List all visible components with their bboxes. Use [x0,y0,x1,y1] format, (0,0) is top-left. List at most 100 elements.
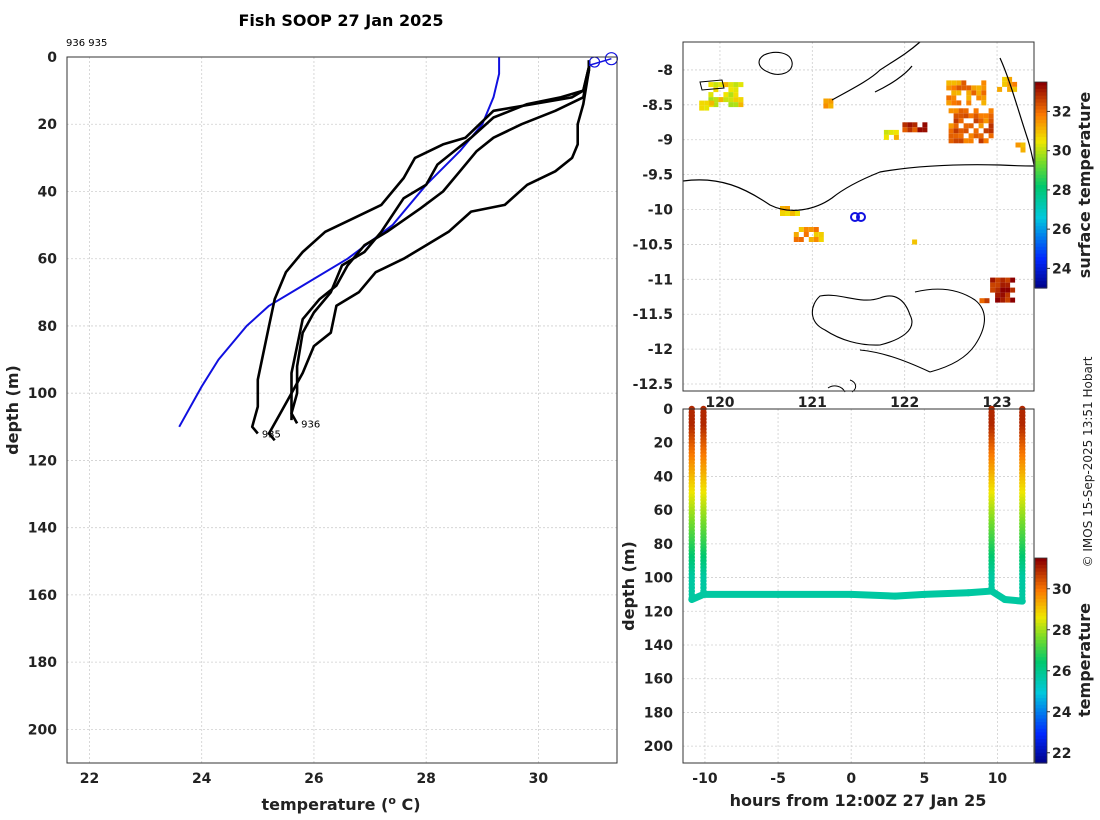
colorbar-tick-label: 28 [1052,623,1071,639]
y-tick-label: 20 [38,117,58,133]
y-tick-label: 120 [28,453,57,469]
sst-cell [983,128,989,134]
y-tick-label: 120 [644,604,673,620]
sst-cell [728,92,734,98]
sst-map: 120 121 122 123-8-8.5-9-9.5-10-10.5-11-11.5… [633,41,1094,411]
map-frame [682,41,1035,392]
sst-cell [963,108,969,114]
colorbar-tick-label: 24 [1052,261,1072,277]
sst-cell [808,227,814,232]
sst-cell [1005,282,1011,288]
sst-cell [988,118,994,124]
sst-cell [973,113,979,119]
sst-cell [981,95,987,101]
sst-cell [883,129,889,135]
plot-frame [682,408,1035,764]
x-tick-label: 26 [304,771,323,787]
sst-cell [818,232,824,237]
x-tick-label: -10 [692,771,718,787]
x-tick-label: 10 [988,771,1008,787]
y-tick-label: 180 [28,655,57,671]
y-tick-label: 200 [28,722,57,738]
sst-cell [733,82,739,88]
sst-cell [709,100,715,106]
sst-cell [1010,297,1016,303]
sst-cell [713,87,719,93]
y-tick-label: -9.5 [642,168,673,184]
y-tick-label: 160 [644,672,673,688]
x-tick-label: 5 [919,771,929,787]
sst-cell [813,232,819,237]
sst-cell [988,113,994,119]
y-tick-label: 200 [644,739,673,755]
sst-cell [983,118,989,124]
sst-cell [966,95,972,101]
sst-cell [948,123,954,129]
sst-cell [958,133,964,139]
sst-cell [1015,142,1021,148]
y-tick-label: -9 [657,133,673,149]
sst-cell [990,277,996,283]
sst-cell [1007,76,1013,82]
sst-cell [978,133,984,139]
y-axis-label: depth (m) [619,541,638,631]
colorbar-label: temperature [1075,603,1094,717]
sst-cell [961,80,967,86]
x-axis-label: hours from 12:00Z 27 Jan 25 [730,791,987,810]
y-tick-label: 0 [47,50,57,66]
sst-cell [1005,297,1011,303]
sst-cell [708,82,714,88]
y-tick-label: -8 [657,63,673,79]
sst-cell [966,100,972,106]
credit-text: © IMOS 15-Sep-2025 13:51 Hobart [1081,356,1095,567]
sst-cell [723,97,729,103]
sst-cell [948,133,954,139]
sst-cell [948,108,954,114]
bottom-track-segment [964,587,996,597]
sst-cell [990,287,996,293]
sst-cell [968,123,974,129]
sst-cell [733,102,739,108]
sst-cell [981,80,987,86]
sst-cell [953,128,959,134]
sst-cell [738,102,744,108]
temperature-profile-chart: Fish SOOP 27 Jan 2025 936 935 22 24 26 28 30… [3,11,618,814]
sst-cell [780,206,785,211]
sst-cell [1020,142,1026,148]
sst-cell [988,108,994,114]
sst-cell [723,82,729,88]
sst-cell [958,118,964,124]
sst-cell [953,133,959,139]
profile-point [1019,598,1026,605]
sst-cell [713,97,719,103]
x-tick-label: 22 [80,771,99,787]
sst-cell [728,82,734,88]
y-tick-label: -12.5 [633,377,673,393]
profile-point [988,587,995,595]
plot-frame [66,56,618,764]
sst-cell [956,90,962,96]
sst-cell [912,127,918,133]
sst-cell [813,237,819,242]
series-line-935-a [250,60,591,435]
sst-cell [953,138,959,144]
sst-cell [995,292,1001,298]
sst-cell [968,113,974,119]
colorbar-tick-label: 32 [1052,104,1071,120]
y-tick-label: -8.5 [642,98,673,114]
y-tick-label: 180 [644,705,673,721]
y-tick-label: 160 [28,588,57,604]
sst-cell [912,239,918,245]
x-axis-label: temperature (o C) [261,794,420,814]
colorbar-tick-label: 30 [1052,144,1072,160]
sst-cell [978,118,984,124]
sst-cell [808,237,814,242]
sst-cell [738,97,744,103]
x-tick-label: 121 [798,395,827,411]
sst-cell [922,122,928,128]
sst-cell [718,82,724,88]
sst-cell [981,85,987,91]
sst-cell [798,237,804,242]
profile-label: 936 [301,419,320,430]
sst-cell [728,102,734,108]
